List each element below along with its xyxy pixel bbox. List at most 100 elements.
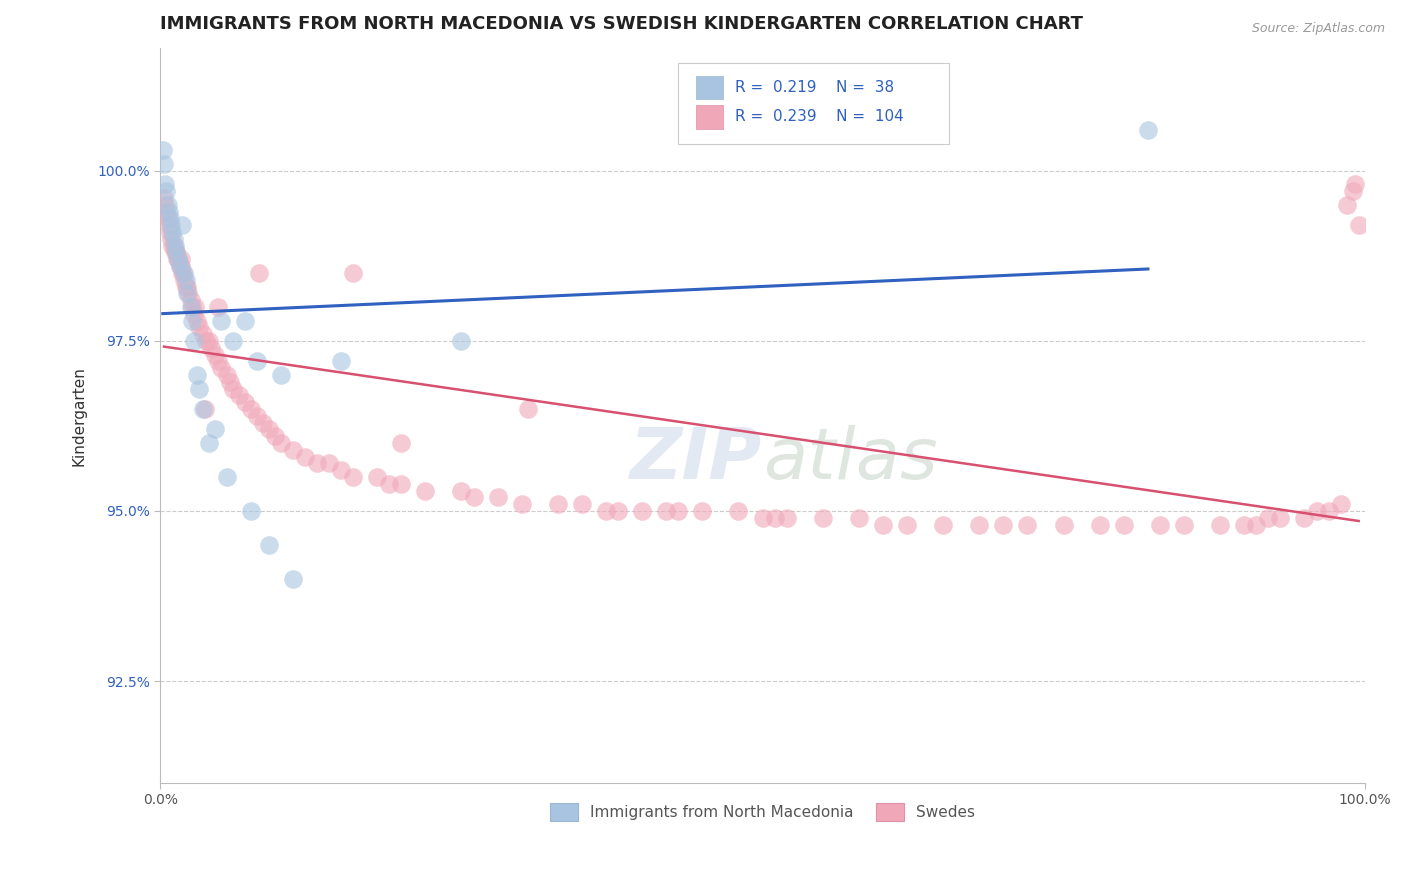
Point [1136,123,1159,137]
Point [159,211,181,226]
Point [1052,517,1074,532]
Point [160,219,183,233]
Point [257,538,280,552]
Point [195,334,218,348]
Point [162,238,184,252]
Point [1270,510,1292,524]
Point [775,510,797,524]
Point [167,252,190,267]
Point [330,463,353,477]
Point [163,245,186,260]
Point [281,572,304,586]
Point [157,204,180,219]
Point [204,422,226,436]
Point [221,382,243,396]
Point [165,245,187,260]
Point [932,517,955,532]
Point [221,334,243,348]
Point [167,252,190,267]
Point [751,510,773,524]
Point [179,300,201,314]
Point [270,436,292,450]
Point [163,238,186,252]
Point [631,504,654,518]
Point [209,361,232,376]
Text: ZIP: ZIP [630,425,762,494]
FancyBboxPatch shape [678,63,949,144]
Point [170,219,193,233]
Point [510,497,533,511]
Point [169,259,191,273]
Point [516,401,538,416]
Point [183,334,205,348]
Point [330,354,353,368]
Point [169,259,191,273]
Point [318,456,340,470]
Point [176,279,198,293]
Point [1246,517,1268,532]
Point [233,313,256,327]
Point [165,245,187,260]
Point [547,497,569,511]
Point [209,313,232,327]
Point [176,286,198,301]
Point [1329,497,1351,511]
Point [486,491,509,505]
Text: R =  0.239    N =  104: R = 0.239 N = 104 [735,109,904,124]
Point [156,198,179,212]
Text: Source: ZipAtlas.com: Source: ZipAtlas.com [1251,22,1385,36]
Point [197,436,219,450]
Point [872,517,894,532]
Point [152,144,174,158]
Point [155,178,177,192]
Point [1149,517,1171,532]
Point [180,313,202,327]
Point [257,422,280,436]
Point [191,327,214,342]
Point [166,252,188,267]
Point [173,273,195,287]
Point [1257,510,1279,524]
Point [1017,517,1039,532]
Point [155,204,177,219]
Point [1209,517,1232,532]
Point [281,442,304,457]
Point [1336,198,1358,212]
Point [207,354,229,368]
Point [191,401,214,416]
Point [200,341,222,355]
Point [415,483,437,498]
Point [1088,517,1111,532]
Point [571,497,593,511]
Point [366,470,388,484]
Point [1341,184,1364,198]
Y-axis label: Kindergarten: Kindergarten [72,366,86,466]
Point [184,300,207,314]
Point [174,273,197,287]
Point [463,491,485,505]
Point [389,476,412,491]
Point [389,436,412,450]
Point [187,382,209,396]
Point [170,252,193,267]
Point [246,409,269,423]
Point [215,470,238,484]
Point [848,510,870,524]
Point [342,266,364,280]
Point [1294,510,1316,524]
Point [179,293,201,307]
Bar [696,76,723,99]
Point [186,313,208,327]
Point [160,232,183,246]
Point [270,368,292,382]
Point [239,504,262,518]
Point [763,510,786,524]
Point [896,517,918,532]
Point [1347,219,1369,233]
Point [197,334,219,348]
Point [294,450,316,464]
Point [378,476,401,491]
Bar [696,105,723,128]
Point [1112,517,1135,532]
Point [666,504,689,518]
